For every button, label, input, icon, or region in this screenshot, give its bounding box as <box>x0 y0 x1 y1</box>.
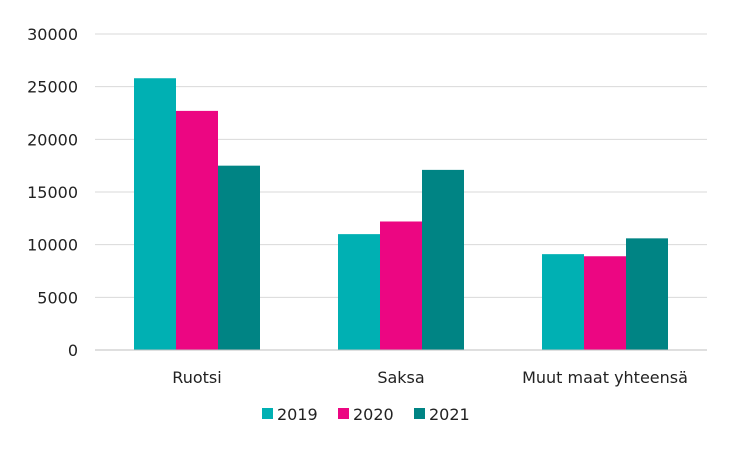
y-tick-label: 5000 <box>37 288 78 307</box>
bar-2019-0 <box>134 78 176 351</box>
bar-2020-0 <box>176 110 218 350</box>
bar-2021-0 <box>218 165 260 350</box>
bar-2021-1 <box>422 169 464 350</box>
bar-2019-2 <box>542 254 584 350</box>
legend: 2019 2020 2021 <box>262 405 470 424</box>
y-tick-label: 20000 <box>27 130 78 149</box>
legend-label: 2020 <box>353 405 394 424</box>
legend-swatch-2020 <box>338 408 349 419</box>
bar-2021-2 <box>626 238 668 350</box>
y-tick-label: 0 <box>68 341 78 360</box>
x-category-label: Ruotsi <box>172 368 221 387</box>
y-tick-label: 10000 <box>27 236 78 255</box>
y-tick-label: 25000 <box>27 78 78 97</box>
x-axis-categories: Ruotsi Saksa Muut maat yhteensä <box>172 368 688 387</box>
legend-label: 2019 <box>277 405 318 424</box>
bar-2019-1 <box>338 234 380 350</box>
bar-2020-1 <box>380 221 422 350</box>
y-axis-ticks: 0 5000 10000 15000 20000 25000 30000 <box>27 25 78 360</box>
x-category-label: Saksa <box>377 368 424 387</box>
x-category-label: Muut maat yhteensä <box>522 368 688 387</box>
y-tick-label: 15000 <box>27 183 78 202</box>
bar-2020-2 <box>584 256 626 350</box>
legend-swatch-2019 <box>262 408 273 419</box>
y-tick-label: 30000 <box>27 25 78 44</box>
legend-label: 2021 <box>429 405 470 424</box>
legend-swatch-2021 <box>414 408 425 419</box>
bars <box>134 78 668 351</box>
